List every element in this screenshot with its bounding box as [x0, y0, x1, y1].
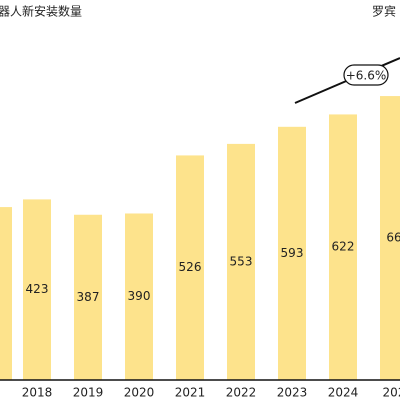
bar: [0, 207, 12, 380]
x-tick-label: 2020: [124, 386, 155, 400]
chart-title: 器人新安装数量: [0, 4, 82, 19]
x-tick-label: 2018: [22, 386, 53, 400]
bar: [380, 96, 400, 380]
bar: [74, 214, 102, 380]
value-label: 387: [77, 290, 100, 304]
x-tick-label: 2022: [226, 386, 257, 400]
value-label: 423: [26, 282, 49, 296]
x-tick-label: 2021: [175, 386, 206, 400]
chart-subtitle: 罗宾: [372, 4, 396, 19]
value-label: 593: [281, 246, 304, 260]
bar: [125, 213, 153, 380]
x-tick-label: 2019: [73, 386, 104, 400]
bar: [329, 114, 357, 380]
bar: [176, 155, 204, 380]
bar: [278, 126, 306, 380]
value-label: 553: [230, 254, 253, 268]
value-label: 622: [332, 240, 355, 254]
value-label: 526: [179, 260, 202, 274]
bar: [227, 143, 255, 380]
bar: [23, 199, 51, 380]
x-tick-label: 2023: [277, 386, 308, 400]
annotation: +6.6%: [346, 69, 387, 83]
x-tick-label: 202: [383, 386, 400, 400]
annotation-pill: [343, 64, 389, 86]
x-tick-label: 2024: [328, 386, 359, 400]
value-label: 390: [128, 289, 151, 303]
value-label: 66: [386, 231, 400, 245]
